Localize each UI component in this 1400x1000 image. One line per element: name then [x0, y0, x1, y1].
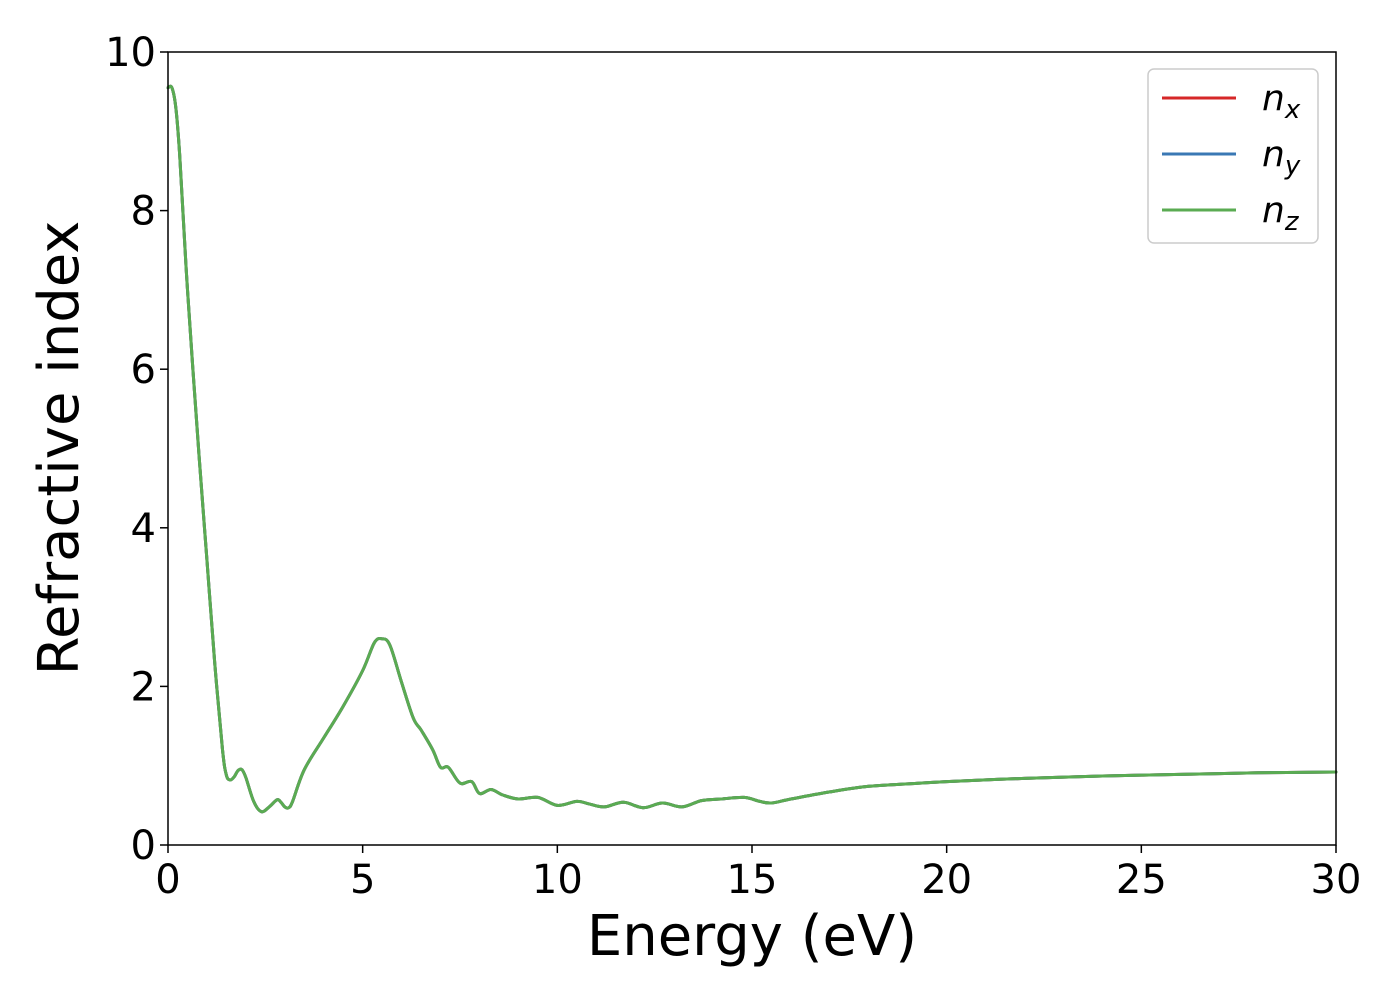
y-tick-label: 6 [131, 347, 156, 393]
ticks-layer: 0 5 10 15 20 25 30 0 2 4 6 8 10 [105, 30, 1361, 903]
x-axis-title: Energy (eV) [587, 904, 917, 969]
y-tick-label: 2 [131, 664, 156, 710]
legend-box [1147, 68, 1319, 244]
x-tick-label: 15 [727, 857, 778, 903]
x-tick-label: 5 [350, 857, 375, 903]
y-axis-title: Refractive index [27, 221, 92, 676]
x-tick-label: 25 [1116, 857, 1167, 903]
series-layer [166, 84, 1338, 814]
legend-label-nx: nx [1262, 78, 1301, 125]
x-tick-label: 10 [532, 857, 583, 903]
y-tick-label: 0 [131, 823, 156, 869]
x-tick-label: 0 [155, 857, 180, 903]
y-tick-label: 10 [105, 30, 156, 76]
x-tick-label: 20 [921, 857, 972, 903]
x-tick-label: 30 [1311, 857, 1362, 903]
y-tick-label: 8 [131, 189, 156, 235]
y-tick-label: 4 [131, 506, 156, 552]
series-line-nz [166, 84, 1338, 814]
